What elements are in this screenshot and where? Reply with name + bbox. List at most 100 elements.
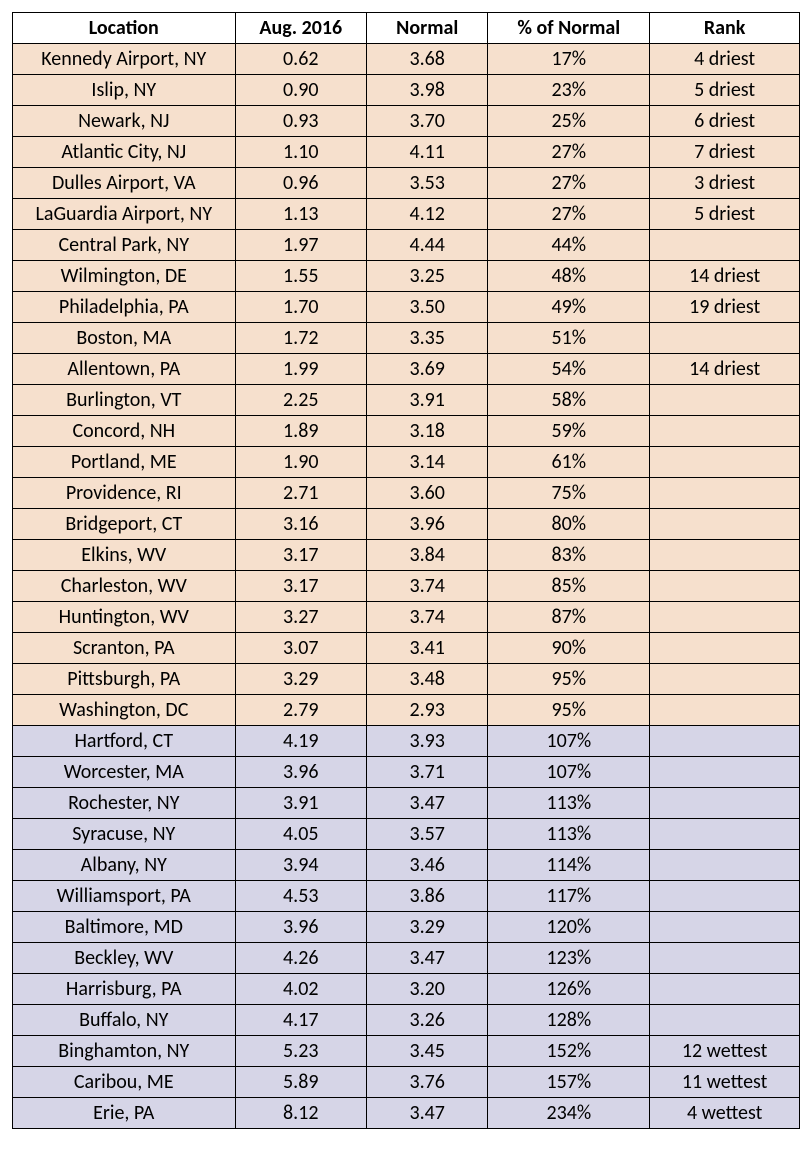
cell-aug: 3.17 (235, 571, 367, 602)
cell-aug: 3.91 (235, 788, 367, 819)
cell-pct: 49% (488, 292, 650, 323)
cell-pct: 44% (488, 230, 650, 261)
cell-rank: 6 driest (650, 106, 800, 137)
cell-location: Philadelphia, PA (13, 292, 236, 323)
cell-rank: 19 driest (650, 292, 800, 323)
table-row: Williamsport, PA4.533.86117% (13, 881, 800, 912)
table-row: Concord, NH1.893.1859% (13, 416, 800, 447)
cell-location: Newark, NJ (13, 106, 236, 137)
cell-pct: 95% (488, 664, 650, 695)
cell-rank (650, 478, 800, 509)
cell-aug: 1.90 (235, 447, 367, 478)
cell-pct: 61% (488, 447, 650, 478)
cell-pct: 54% (488, 354, 650, 385)
table-row: Huntington, WV3.273.7487% (13, 602, 800, 633)
cell-aug: 1.97 (235, 230, 367, 261)
cell-aug: 4.05 (235, 819, 367, 850)
cell-pct: 113% (488, 819, 650, 850)
cell-rank (650, 695, 800, 726)
table-row: Baltimore, MD3.963.29120% (13, 912, 800, 943)
cell-normal: 3.46 (367, 850, 488, 881)
cell-aug: 1.55 (235, 261, 367, 292)
cell-aug: 1.13 (235, 199, 367, 230)
cell-aug: 1.10 (235, 137, 367, 168)
cell-normal: 3.18 (367, 416, 488, 447)
cell-rank (650, 850, 800, 881)
cell-pct: 17% (488, 44, 650, 75)
table-row: Portland, ME1.903.1461% (13, 447, 800, 478)
cell-aug: 4.53 (235, 881, 367, 912)
cell-aug: 0.93 (235, 106, 367, 137)
cell-aug: 4.02 (235, 974, 367, 1005)
cell-normal: 3.47 (367, 943, 488, 974)
cell-location: Caribou, ME (13, 1067, 236, 1098)
cell-normal: 3.96 (367, 509, 488, 540)
cell-rank (650, 912, 800, 943)
cell-rank (650, 757, 800, 788)
cell-aug: 4.17 (235, 1005, 367, 1036)
col-rank: Rank (650, 13, 800, 44)
cell-rank (650, 633, 800, 664)
cell-normal: 3.60 (367, 478, 488, 509)
cell-location: Bridgeport, CT (13, 509, 236, 540)
cell-rank (650, 664, 800, 695)
cell-pct: 157% (488, 1067, 650, 1098)
cell-location: LaGuardia Airport, NY (13, 199, 236, 230)
cell-location: Islip, NY (13, 75, 236, 106)
table-header-row: Location Aug. 2016 Normal % of Normal Ra… (13, 13, 800, 44)
cell-pct: 126% (488, 974, 650, 1005)
cell-normal: 3.76 (367, 1067, 488, 1098)
table-row: Atlantic City, NJ1.104.1127%7 driest (13, 137, 800, 168)
table-row: Allentown, PA1.993.6954%14 driest (13, 354, 800, 385)
cell-normal: 3.20 (367, 974, 488, 1005)
table-row: Wilmington, DE1.553.2548%14 driest (13, 261, 800, 292)
table-row: Hartford, CT4.193.93107% (13, 726, 800, 757)
table-row: Newark, NJ0.933.7025%6 driest (13, 106, 800, 137)
cell-pct: 27% (488, 199, 650, 230)
cell-pct: 114% (488, 850, 650, 881)
cell-location: Allentown, PA (13, 354, 236, 385)
cell-pct: 107% (488, 757, 650, 788)
table-row: Albany, NY3.943.46114% (13, 850, 800, 881)
cell-location: Burlington, VT (13, 385, 236, 416)
cell-normal: 3.50 (367, 292, 488, 323)
cell-normal: 3.26 (367, 1005, 488, 1036)
cell-rank (650, 385, 800, 416)
cell-normal: 3.84 (367, 540, 488, 571)
cell-rank: 5 driest (650, 199, 800, 230)
col-aug2016: Aug. 2016 (235, 13, 367, 44)
cell-rank (650, 509, 800, 540)
cell-aug: 3.96 (235, 757, 367, 788)
cell-normal: 3.53 (367, 168, 488, 199)
cell-location: Worcester, MA (13, 757, 236, 788)
col-pct: % of Normal (488, 13, 650, 44)
cell-aug: 3.96 (235, 912, 367, 943)
cell-pct: 95% (488, 695, 650, 726)
cell-location: Boston, MA (13, 323, 236, 354)
cell-aug: 2.25 (235, 385, 367, 416)
cell-location: Erie, PA (13, 1098, 236, 1129)
col-normal: Normal (367, 13, 488, 44)
cell-pct: 83% (488, 540, 650, 571)
cell-aug: 3.27 (235, 602, 367, 633)
cell-normal: 4.44 (367, 230, 488, 261)
cell-location: Concord, NH (13, 416, 236, 447)
cell-location: Huntington, WV (13, 602, 236, 633)
cell-aug: 1.72 (235, 323, 367, 354)
table-row: Scranton, PA3.073.4190% (13, 633, 800, 664)
table-row: Boston, MA1.723.3551% (13, 323, 800, 354)
cell-location: Baltimore, MD (13, 912, 236, 943)
cell-normal: 3.57 (367, 819, 488, 850)
table-row: Erie, PA8.123.47234%4 wettest (13, 1098, 800, 1129)
cell-aug: 0.62 (235, 44, 367, 75)
cell-normal: 3.91 (367, 385, 488, 416)
cell-normal: 3.74 (367, 602, 488, 633)
cell-location: Syracuse, NY (13, 819, 236, 850)
cell-location: Harrisburg, PA (13, 974, 236, 1005)
table-row: Providence, RI2.713.6075% (13, 478, 800, 509)
table-row: Dulles Airport, VA0.963.5327%3 driest (13, 168, 800, 199)
cell-pct: 75% (488, 478, 650, 509)
cell-pct: 85% (488, 571, 650, 602)
cell-pct: 123% (488, 943, 650, 974)
table-row: Harrisburg, PA4.023.20126% (13, 974, 800, 1005)
